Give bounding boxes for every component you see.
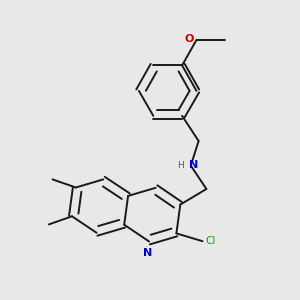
Text: Cl: Cl (205, 236, 215, 246)
Text: O: O (185, 34, 194, 44)
Text: H: H (178, 160, 184, 169)
Text: N: N (189, 160, 198, 170)
Text: N: N (143, 248, 152, 258)
